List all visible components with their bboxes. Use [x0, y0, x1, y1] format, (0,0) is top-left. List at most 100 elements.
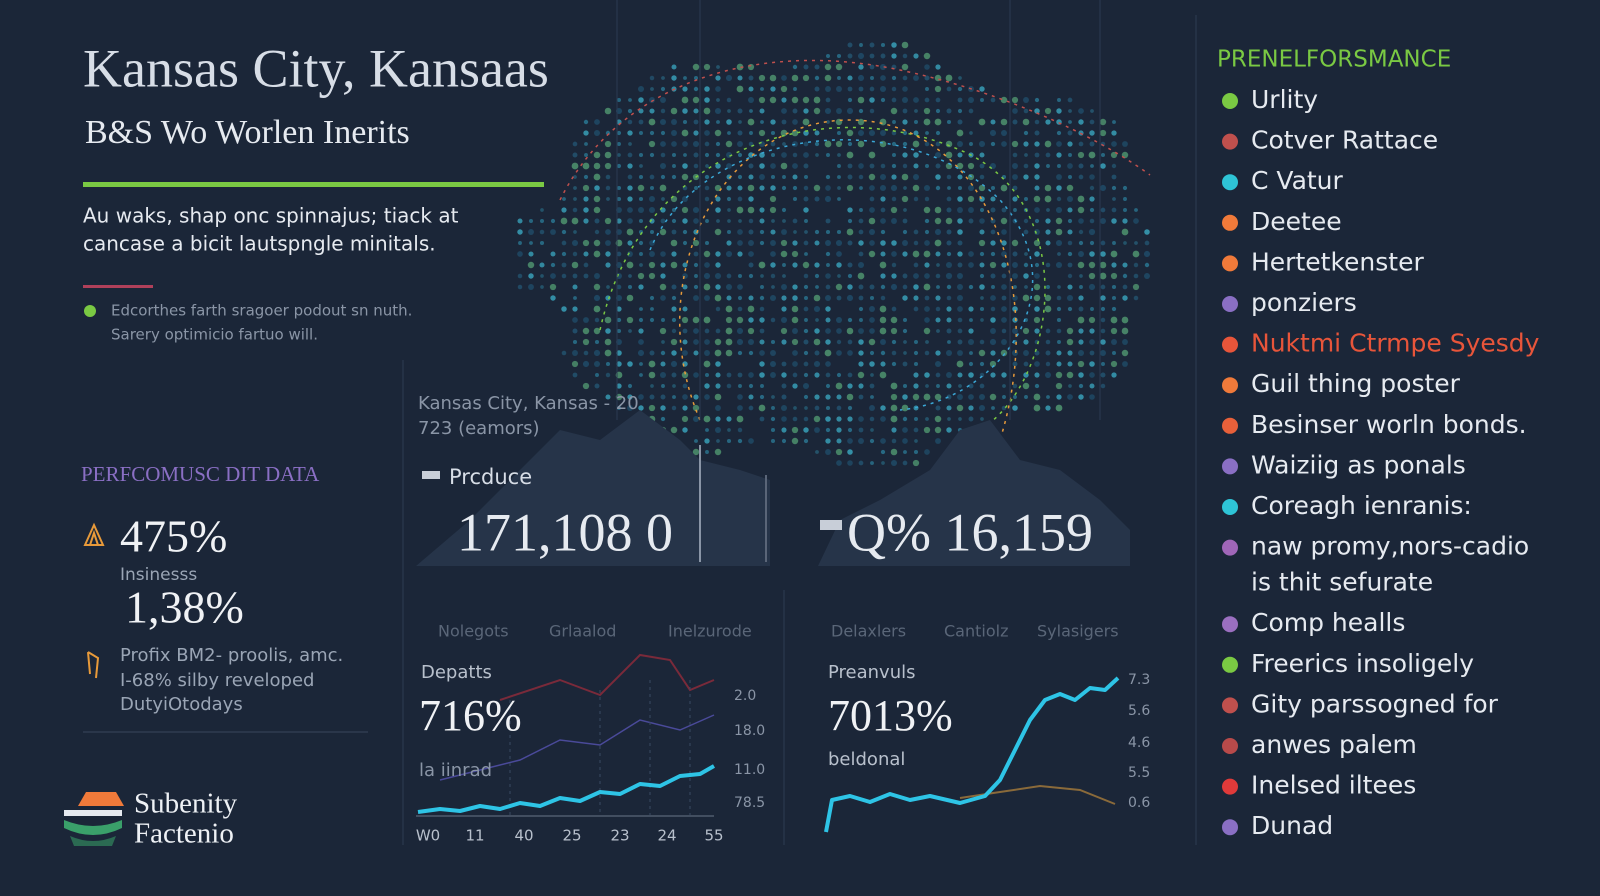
map-dot — [837, 164, 841, 168]
map-dot — [1056, 361, 1062, 367]
map-dot — [1068, 120, 1072, 124]
map-dot — [814, 141, 820, 147]
map-dot — [1112, 241, 1116, 245]
map-dot — [869, 207, 875, 213]
map-dot — [1077, 360, 1085, 368]
map-dot — [648, 195, 656, 203]
map-routes — [559, 59, 1151, 441]
map-dot — [957, 339, 963, 345]
map-dot — [902, 130, 908, 136]
map-dot — [671, 141, 677, 147]
map-dot — [572, 207, 578, 213]
map-dot — [759, 372, 765, 378]
map-dot — [880, 97, 886, 103]
map-dot — [1023, 130, 1029, 136]
map-dot — [571, 261, 579, 269]
map-dot — [1012, 273, 1018, 279]
map-dot — [804, 230, 808, 234]
map-dot — [1121, 349, 1129, 357]
map-dot — [857, 140, 865, 148]
map-dot — [857, 129, 865, 137]
map-dot — [803, 427, 809, 433]
map-dot — [693, 284, 699, 290]
map-dot — [825, 174, 831, 180]
map-dot — [857, 118, 865, 126]
map-dot — [1123, 208, 1127, 212]
map-dot — [1046, 164, 1050, 168]
legend-label: C Vatur — [1251, 166, 1344, 195]
map-dot — [912, 393, 920, 401]
map-dot — [628, 142, 632, 146]
big-number: 171,108 0 — [457, 502, 673, 562]
map-dot — [825, 339, 831, 345]
map-dot — [870, 461, 874, 465]
map-dot — [748, 218, 754, 224]
map-dot — [770, 251, 776, 257]
map-dot — [561, 273, 567, 279]
map-dot — [869, 306, 875, 312]
map-dot — [957, 295, 963, 301]
map-dot — [671, 306, 677, 312]
map-dot — [803, 306, 809, 312]
map-dot — [594, 273, 600, 279]
map-dot — [1045, 262, 1051, 268]
note: Sarery optimicio fartuo will. — [111, 326, 318, 344]
map-dot — [934, 228, 942, 236]
map-dot — [660, 130, 666, 136]
map-dot — [1001, 229, 1007, 235]
map-dot — [672, 164, 676, 168]
map-dot — [858, 427, 864, 433]
map-dot — [913, 229, 919, 235]
map-dot — [979, 284, 985, 290]
map-dot — [660, 295, 666, 301]
map-dot — [814, 405, 820, 411]
map-dot — [1111, 372, 1117, 378]
map-dot — [1089, 141, 1095, 147]
map-dot — [1089, 339, 1095, 345]
map-dot — [1110, 250, 1118, 258]
map-dot — [803, 174, 809, 180]
map-dot — [715, 251, 721, 257]
map-dot — [891, 251, 897, 257]
map-dot — [836, 416, 842, 422]
map-dot — [714, 338, 722, 346]
map-dot — [771, 395, 775, 399]
map-dot — [1068, 153, 1072, 157]
map-dot — [1133, 218, 1139, 224]
map-dot — [660, 141, 666, 147]
legend-marker — [1222, 296, 1238, 312]
note: Edcorthes farth sragoer podout sn nuth. — [111, 302, 412, 320]
map-dot — [759, 108, 765, 114]
map-dot — [781, 416, 787, 422]
map-dot — [825, 306, 831, 312]
map-dot — [781, 438, 787, 444]
map-dot — [582, 239, 590, 247]
map-dot — [1078, 394, 1084, 400]
map-dot — [979, 152, 985, 158]
map-dot — [957, 196, 963, 202]
map-dot — [638, 152, 644, 158]
map-dot — [705, 164, 709, 168]
map-dot — [1024, 252, 1028, 256]
map-dot — [693, 163, 699, 169]
map-dot — [879, 140, 887, 148]
map-dot — [1000, 349, 1008, 357]
map-dot — [836, 53, 842, 59]
x-label: 23 — [610, 827, 629, 845]
map-dot — [803, 416, 809, 422]
map-dot — [825, 229, 831, 235]
map-dot — [792, 328, 798, 334]
map-dot — [770, 240, 776, 246]
map-dot — [1022, 294, 1030, 302]
map-dot — [1001, 317, 1007, 323]
map-dot — [946, 207, 952, 213]
map-dot — [1100, 295, 1106, 301]
map-dot — [1044, 140, 1052, 148]
map-dot — [1023, 163, 1029, 169]
map-dot — [714, 184, 722, 192]
map-dot — [957, 284, 963, 290]
map-dot — [627, 284, 633, 290]
map-dot — [725, 74, 733, 82]
map-dot — [847, 174, 853, 180]
map-dot — [802, 96, 810, 104]
